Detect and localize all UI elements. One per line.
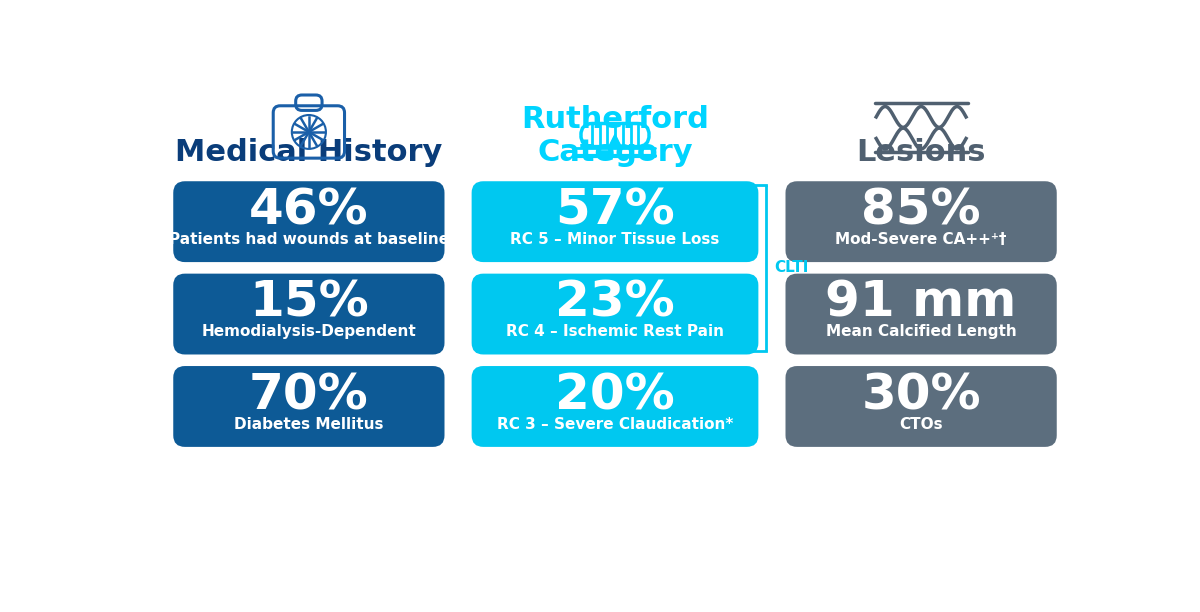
Text: 20%: 20% (556, 371, 674, 419)
Text: Mod-Severe CA++⁺†: Mod-Severe CA++⁺† (835, 232, 1007, 247)
FancyBboxPatch shape (173, 181, 444, 262)
Text: RC 4 – Ischemic Rest Pain: RC 4 – Ischemic Rest Pain (506, 324, 724, 339)
Text: Hemodialysis-Dependent: Hemodialysis-Dependent (202, 324, 416, 339)
Text: CLTI: CLTI (774, 260, 809, 275)
Text: Mean Calcified Length: Mean Calcified Length (826, 324, 1016, 339)
FancyBboxPatch shape (472, 181, 758, 262)
Text: Patients had wounds at baseline: Patients had wounds at baseline (169, 232, 449, 247)
FancyBboxPatch shape (173, 366, 444, 447)
Text: 57%: 57% (556, 186, 674, 234)
Text: 46%: 46% (250, 186, 368, 234)
Text: 15%: 15% (250, 278, 368, 327)
Text: 23%: 23% (556, 278, 674, 327)
FancyBboxPatch shape (472, 366, 758, 447)
Polygon shape (608, 134, 622, 148)
Text: 70%: 70% (250, 371, 368, 419)
FancyBboxPatch shape (786, 274, 1057, 354)
FancyBboxPatch shape (472, 274, 758, 354)
Text: RC 3 – Severe Claudication*: RC 3 – Severe Claudication* (497, 417, 733, 431)
Text: 85%: 85% (862, 186, 980, 234)
Text: Rutherford
Category: Rutherford Category (521, 105, 709, 167)
FancyBboxPatch shape (786, 366, 1057, 447)
Text: Diabetes Mellitus: Diabetes Mellitus (234, 417, 384, 431)
Text: 91 mm: 91 mm (826, 278, 1016, 327)
FancyBboxPatch shape (786, 181, 1057, 262)
Text: 30%: 30% (862, 371, 980, 419)
Text: Medical History: Medical History (175, 138, 443, 167)
Text: Lesions: Lesions (857, 138, 986, 167)
FancyBboxPatch shape (173, 274, 444, 354)
Text: CTOs: CTOs (899, 417, 943, 431)
Text: RC 5 – Minor Tissue Loss: RC 5 – Minor Tissue Loss (510, 232, 720, 247)
